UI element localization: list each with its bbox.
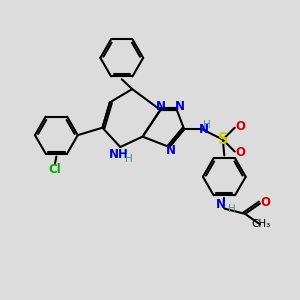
Text: O: O	[236, 146, 246, 160]
Text: H: H	[228, 204, 236, 214]
Text: N: N	[166, 144, 176, 157]
Text: S: S	[218, 132, 228, 147]
Text: O: O	[236, 120, 246, 133]
Text: Cl: Cl	[49, 164, 61, 176]
Text: N: N	[155, 100, 165, 113]
Text: O: O	[260, 196, 270, 208]
Text: N: N	[199, 123, 208, 136]
Text: H: H	[203, 120, 211, 130]
Text: H: H	[125, 154, 133, 164]
Text: CH₃: CH₃	[252, 219, 271, 229]
Text: N: N	[175, 100, 185, 113]
Text: NH: NH	[109, 148, 129, 161]
Text: N: N	[216, 199, 226, 212]
